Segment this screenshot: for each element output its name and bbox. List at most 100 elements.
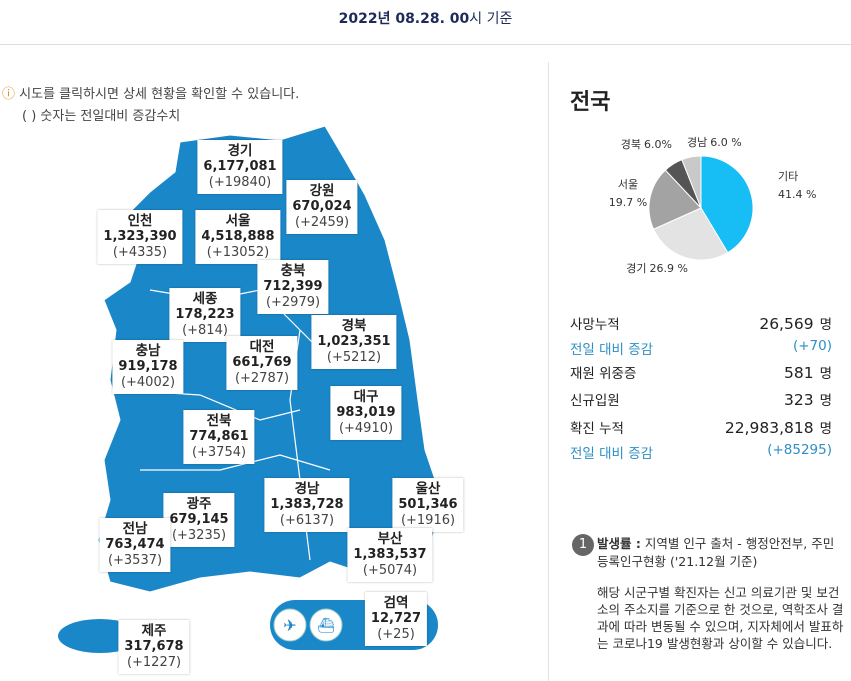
row-value-wrap: (+85295) (767, 442, 832, 458)
row-unit: 명 (819, 421, 832, 437)
info-icon: ⓘ (2, 87, 16, 102)
row-value-wrap: 581 명 (784, 362, 832, 382)
pie-value: 19.7 % (609, 196, 647, 209)
region-count: 4,518,888 (201, 229, 275, 244)
region-name: 서울 (225, 213, 251, 229)
row-value: 22,983,818 (724, 419, 814, 437)
footnote-text: 해당 시군구별 확진자는 신고 의료기관 및 보건소의 주소지를 기준으로 한 … (597, 585, 844, 651)
region-name: 세종 (192, 291, 218, 307)
region-name: 충남 (135, 343, 161, 359)
region-name: 검역 (383, 595, 409, 611)
region-change: (+1916) (400, 513, 456, 528)
region-label[interactable]: 전북 774,861 (+3754) (183, 410, 255, 464)
region-name: 전남 (122, 521, 148, 537)
row-value-wrap: 26,569 명 (759, 313, 832, 333)
divider (0, 44, 851, 45)
region-name: 강원 (309, 183, 335, 199)
footnote-source-text: 지역별 인구 출처 - 행정안전부, 주민등록인구현황 ('21.12월 기준) (597, 536, 835, 569)
row-label: 전일 대비 증감 (570, 446, 654, 462)
region-label[interactable]: 강원 670,024 (+2459) (286, 180, 358, 234)
region-label[interactable]: 충북 712,399 (+2979) (257, 260, 329, 314)
region-count: 178,223 (175, 307, 235, 322)
pie-label: 경기 26.9 % (626, 262, 688, 275)
region-count: 670,024 (292, 199, 352, 214)
region-change: (+5212) (326, 350, 382, 365)
plane: ✈ (283, 616, 296, 635)
region-name: 대구 (353, 389, 379, 405)
pie-value: 6.0% (644, 138, 672, 151)
region-count: 6,177,081 (203, 159, 277, 174)
row-label: 사망누적 (570, 317, 620, 333)
region-label[interactable]: 대전 661,769 (+2787) (226, 336, 298, 390)
region-count: 661,769 (232, 355, 292, 370)
region-count: 774,861 (189, 429, 249, 444)
summary-row: 전일 대비 증감 (+85295) (570, 442, 832, 462)
pie-label: 경남 6.0 % (687, 136, 742, 149)
region-change: (+4335) (112, 245, 168, 260)
region-name: 제주 (141, 623, 167, 639)
region-change: (+2459) (294, 215, 350, 230)
region-name: 경기 (227, 143, 253, 159)
plane-icon (273, 608, 307, 642)
region-change: (+19840) (208, 175, 272, 190)
region-count: 1,383,728 (270, 497, 344, 512)
row-unit: 명 (819, 317, 832, 333)
pie-slice (648, 169, 702, 230)
region-count: 12,727 (370, 611, 422, 626)
row-value-wrap: 323 명 (784, 389, 832, 409)
region-label[interactable]: 부산 1,383,537 (+5074) (347, 528, 433, 582)
row-value: 323 (783, 391, 814, 409)
region-change: (+3235) (171, 528, 227, 543)
notice-text: ( ) 숫자는 전일대비 증감수치 (22, 109, 181, 124)
header: 2022년 08.28. 00시 기준 (0, 8, 851, 28)
region-count: 1,323,390 (103, 229, 177, 244)
region-label[interactable]: 울산 501,346 (+1916) (392, 478, 464, 532)
row-unit: 명 (819, 393, 832, 409)
region-name: 울산 (415, 481, 441, 497)
region-name: 광주 (186, 496, 212, 512)
region-change: (+13052) (206, 245, 270, 260)
region-change: (+4910) (338, 421, 394, 436)
footnote-term: 발생률 : (597, 536, 641, 551)
footnote-number: 1 (572, 534, 594, 556)
row-label: 확진 누적 (570, 421, 624, 437)
region-name: 경북 (341, 318, 367, 334)
region-count: 317,678 (124, 639, 184, 654)
region-label[interactable]: 경남 1,383,728 (+6137) (264, 478, 350, 532)
region-name: 대전 (249, 339, 275, 355)
region-label[interactable]: 인천 1,323,390 (+4335) (97, 210, 183, 264)
summary-row: 확진 누적 22,983,818 명 (570, 417, 832, 437)
region-label[interactable]: 충남 919,178 (+4002) (112, 340, 184, 394)
region-label[interactable]: 광주 679,145 (+3235) (163, 493, 235, 547)
row-label: 전일 대비 증감 (570, 342, 654, 358)
notice-text: 시도를 클릭하시면 상세 현황을 확인할 수 있습니다. (19, 87, 300, 102)
region-label[interactable]: 서울 4,518,888 (+13052) (195, 210, 281, 264)
summary-row: 전일 대비 증감 (+70) (570, 338, 832, 358)
region-count: 983,019 (336, 405, 396, 420)
region-label[interactable]: 대구 983,019 (+4910) (330, 386, 402, 440)
region-change: (+25) (377, 627, 415, 642)
region-name: 전북 (206, 413, 232, 429)
region-name: 경남 (294, 481, 320, 497)
pie-value: 41.4 % (778, 188, 816, 201)
region-change: (+4002) (120, 375, 176, 390)
region-change: (+814) (182, 323, 228, 338)
pie-value: 26.9 % (650, 262, 688, 275)
row-value: 581 (783, 364, 814, 382)
region-name: 인천 (127, 213, 153, 229)
region-name: 부산 (377, 531, 403, 547)
region-label[interactable]: 경기 6,177,081 (+19840) (197, 140, 283, 194)
pie-chart: 기타 41.4 % 경기 26.9 % 서울 19.7 % 경북 6.0% 경남 6.0 % (609, 136, 817, 275)
header-suffix: 시 기준 (469, 11, 513, 27)
region-label[interactable]: 세종 178,223 (+814) (169, 288, 241, 342)
region-count: 1,383,537 (353, 547, 427, 562)
divider (548, 62, 549, 681)
region-label[interactable]: 경북 1,023,351 (+5212) (311, 315, 397, 369)
region-label[interactable]: 검역 12,727 (+25) (364, 592, 428, 646)
footnote-source: 발생률 : 지역별 인구 출처 - 행정안전부, 주민등록인구현황 ('21.1… (597, 535, 842, 571)
pie-label: 경북 6.0% (621, 138, 672, 151)
pie-name: 경남 (687, 136, 707, 149)
region-label[interactable]: 전남 763,474 (+3537) (99, 518, 171, 572)
region-label[interactable]: 제주 317,678 (+1227) (118, 620, 190, 674)
